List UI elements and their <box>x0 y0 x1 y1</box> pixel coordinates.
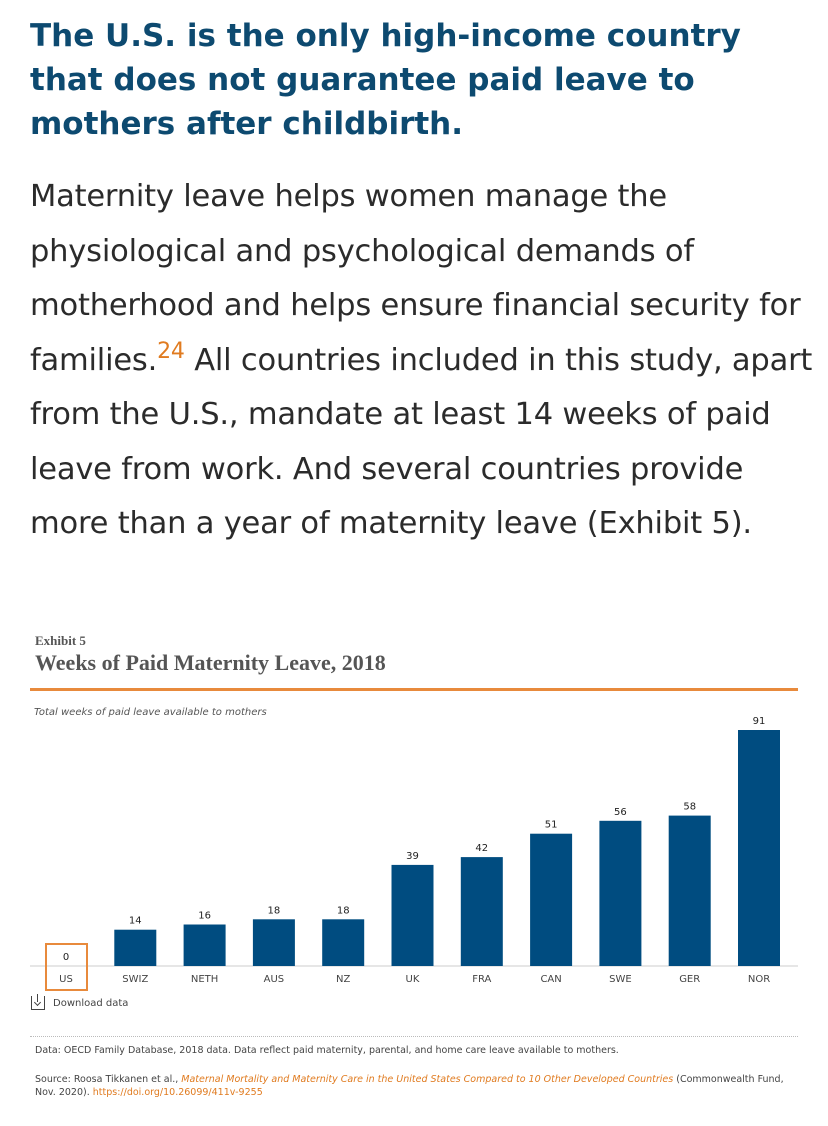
category-label-swe: SWE <box>609 974 632 985</box>
download-data-label: Download data <box>53 997 129 1009</box>
bar-can <box>530 833 573 966</box>
headline: The U.S. is the only high-income country… <box>30 18 741 142</box>
bar-neth <box>183 924 226 966</box>
notes-divider <box>30 1036 798 1037</box>
footnote-link[interactable]: 24 <box>157 338 185 364</box>
bar-aus <box>252 919 295 966</box>
value-label-swiz: 14 <box>129 916 142 927</box>
value-label-us: 0 <box>63 952 69 963</box>
body-text-part2: All countries included in this study, ap… <box>30 342 813 542</box>
value-label-neth: 16 <box>198 911 211 922</box>
category-label-aus: AUS <box>264 974 285 985</box>
source-doi-link[interactable]: https://doi.org/10.26099/411v-9255 <box>92 1087 263 1098</box>
value-label-swe: 56 <box>614 807 627 818</box>
value-label-nz: 18 <box>337 905 350 916</box>
download-data-button[interactable]: Download data <box>31 994 129 1010</box>
bar-chart: 0 US 14 SWIZ 16 NETH 18 AUS 18 NZ 39 UK 42 FRA 51 CAN 56… <box>30 716 798 985</box>
us-highlight-box <box>45 943 88 991</box>
source-prefix: Source: Roosa Tikkanen et al., <box>35 1074 182 1085</box>
chart-title: Weeks of Paid Maternity Leave, 2018 <box>35 650 386 675</box>
chart-subtitle: Total weeks of paid leave available to m… <box>34 707 267 718</box>
title-divider <box>30 688 798 691</box>
source-note: Source: Roosa Tikkanen et al., Maternal … <box>35 1073 795 1099</box>
bar-swe <box>599 820 642 966</box>
data-note: Data: OECD Family Database, 2018 data. D… <box>35 1045 619 1056</box>
bar-nor <box>738 730 780 966</box>
bar-nz <box>322 919 365 966</box>
value-label-ger: 58 <box>683 802 696 813</box>
category-label-us: US <box>59 974 73 985</box>
source-suffix: (Commonwealth Fund, Nov. 2020). <box>35 1074 784 1098</box>
category-label-swiz: SWIZ <box>122 974 148 985</box>
category-label-nor: NOR <box>748 974 770 985</box>
category-label-uk: UK <box>406 974 420 985</box>
body-paragraph: Maternity leave helps women manage the p… <box>30 170 820 552</box>
body-text-part1: Maternity leave helps women manage the p… <box>30 179 801 378</box>
value-label-nor: 91 <box>753 716 766 727</box>
bar-uk <box>391 864 434 966</box>
bar-ger <box>668 815 711 966</box>
value-label-can: 51 <box>545 820 558 831</box>
value-label-fra: 42 <box>475 843 488 854</box>
category-label-neth: NETH <box>191 974 218 985</box>
category-label-fra: FRA <box>472 974 491 985</box>
category-label-nz: NZ <box>336 974 350 985</box>
source-title-link[interactable]: Maternal Mortality and Maternity Care in… <box>181 1074 674 1085</box>
exhibit-label: Exhibit 5 <box>35 633 86 648</box>
value-label-aus: 18 <box>268 905 281 916</box>
category-label-can: CAN <box>540 974 561 985</box>
value-label-uk: 39 <box>406 851 419 862</box>
bar-fra <box>460 857 503 966</box>
bar-swiz <box>114 929 157 966</box>
category-label-ger: GER <box>679 974 700 985</box>
download-icon <box>31 994 45 1010</box>
